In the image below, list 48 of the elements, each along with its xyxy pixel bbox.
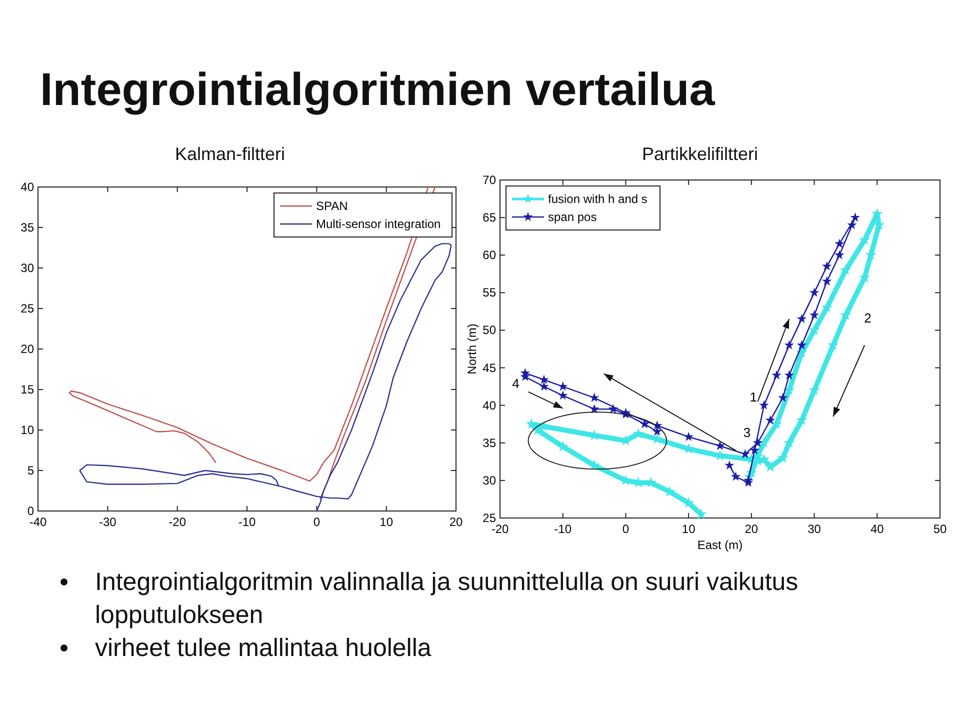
legend-label: Multi-sensor integration	[316, 217, 441, 231]
chart-title: Integrointialgoritmien vertailua	[40, 63, 716, 115]
y-axis-title: North (m)	[465, 324, 479, 374]
x-tick-label: 20	[744, 522, 758, 536]
x-tick-label: -30	[98, 515, 117, 529]
y-tick-label: 30	[482, 473, 496, 488]
x-tick-label: 20	[449, 515, 463, 529]
annotation: 4	[512, 376, 520, 392]
x-tick-label: -20	[491, 522, 509, 536]
x-tick-label: -10	[554, 522, 572, 536]
x-tick-label: 40	[870, 522, 884, 536]
x-tick-label: 0	[622, 522, 630, 536]
x-tick-label: -40	[29, 515, 47, 529]
chart-subtitle: Kalman-filtteri	[174, 144, 286, 164]
y-tick-label: 20	[20, 342, 34, 356]
y-tick-label: 50	[482, 323, 496, 338]
y-tick-label: 40	[482, 398, 496, 412]
x-tick-label: 50	[933, 522, 947, 536]
y-tick-label: 60	[482, 248, 496, 262]
y-tick-label: 35	[482, 436, 496, 450]
legend-label: span pos	[548, 210, 597, 224]
y-tick-label: 0	[27, 504, 34, 518]
x-tick-label: 10	[682, 522, 696, 536]
y-tick-label: 70	[482, 173, 496, 187]
x-tick-label: 0	[313, 515, 320, 529]
legend-label: SPAN	[316, 199, 348, 213]
legend-label: fusion with h and s	[548, 192, 648, 206]
x-tick-label: -10	[238, 515, 256, 529]
annotation: 1	[750, 390, 757, 405]
y-tick-label: 10	[20, 423, 34, 437]
x-tick-label: 30	[808, 522, 822, 536]
y-tick-label: 30	[20, 261, 34, 275]
annotation: 2	[864, 310, 872, 326]
y-tick-label: 25	[482, 511, 496, 525]
x-tick-label: 10	[380, 515, 394, 529]
x-tick-label: -20	[168, 515, 186, 529]
y-tick-label: 25	[20, 302, 34, 316]
y-tick-label: 40	[20, 180, 34, 194]
annotation: 3	[743, 424, 751, 440]
x-axis-title: East (m)	[697, 538, 743, 552]
y-tick-label: 55	[482, 286, 496, 300]
text: virheet tulee mallintaa huolella	[95, 634, 432, 662]
y-tick-label: 65	[482, 210, 496, 225]
y-tick-label: 15	[20, 382, 34, 396]
chart-subtitle: Partikkelifiltteri	[642, 144, 758, 164]
y-tick-label: 45	[482, 360, 496, 375]
y-tick-label: 5	[27, 464, 34, 478]
y-tick-label: 35	[20, 220, 34, 234]
